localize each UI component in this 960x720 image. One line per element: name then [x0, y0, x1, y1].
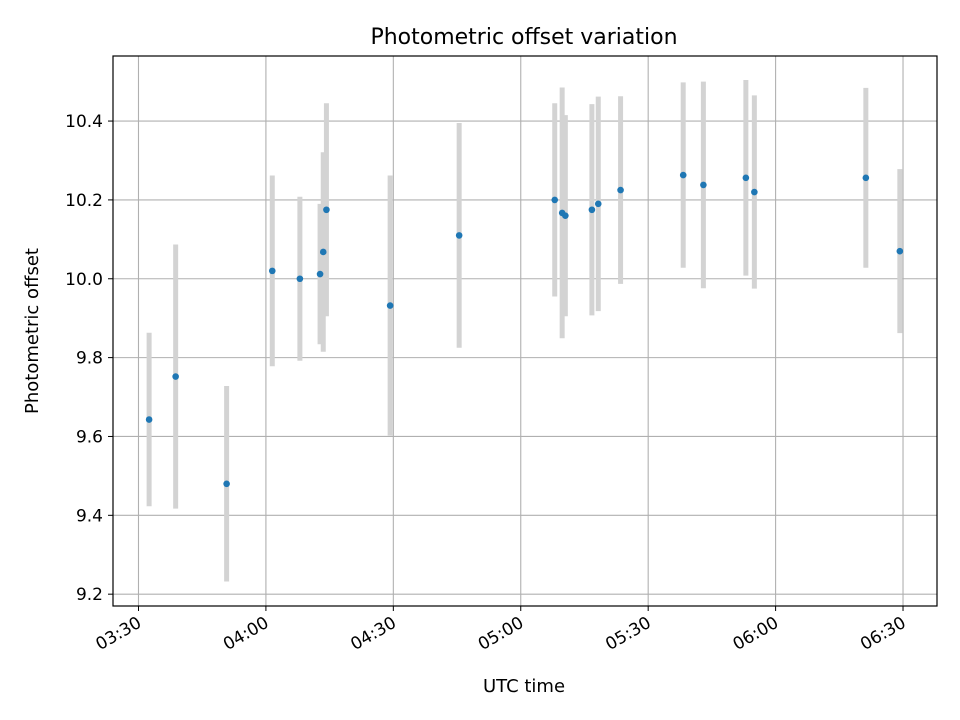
data-points — [145, 171, 904, 488]
data-point — [742, 174, 750, 182]
data-point — [562, 212, 569, 219]
data-point — [700, 181, 707, 189]
y-tick-label: 10.0 — [65, 270, 103, 290]
data-point — [679, 171, 687, 179]
data-point — [316, 270, 324, 278]
data-point — [896, 247, 904, 255]
data-point — [223, 480, 230, 488]
y-tick-label: 9.2 — [76, 585, 103, 605]
data-point — [751, 188, 758, 196]
y-axis-label: Photometric offset — [22, 248, 43, 414]
x-axis-label: UTC time — [483, 676, 565, 697]
chart-title: Photometric offset variation — [370, 25, 677, 50]
data-point — [296, 275, 304, 283]
data-point — [145, 416, 153, 423]
y-tick-label: 9.8 — [76, 349, 103, 369]
data-point — [172, 373, 179, 380]
y-tick-label: 10.2 — [65, 191, 103, 211]
data-point — [551, 196, 559, 204]
data-point — [455, 232, 463, 239]
data-point — [319, 248, 327, 256]
data-point — [268, 267, 276, 275]
data-point — [386, 302, 394, 309]
grid — [113, 56, 937, 606]
data-point — [617, 186, 624, 194]
plot-frame — [112, 55, 938, 607]
data-point — [323, 206, 330, 214]
data-point — [588, 206, 596, 214]
y-tick-label: 9.6 — [76, 427, 103, 447]
y-tick-label: 10.4 — [65, 112, 103, 132]
y-tick-label: 9.4 — [76, 506, 103, 526]
data-point — [594, 200, 602, 208]
data-point — [862, 174, 870, 182]
